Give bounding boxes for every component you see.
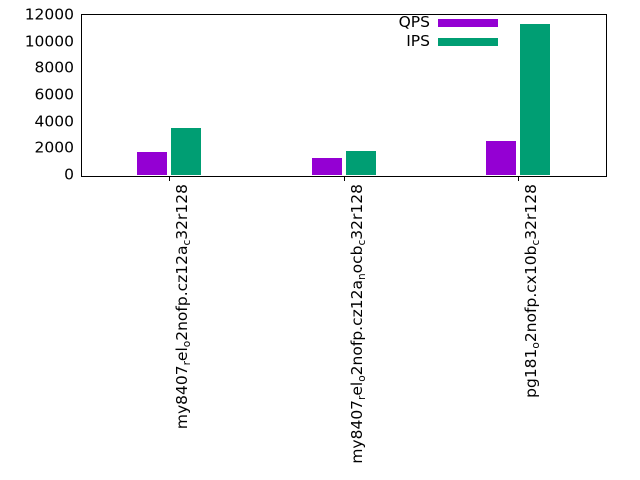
x-axis-tick-label: my8407relo2nofp.cz12anocbc32r128 xyxy=(347,184,368,464)
y-axis-tick-label: 8000 xyxy=(34,58,74,77)
legend-label: QPS xyxy=(398,13,430,31)
y-axis-tick-label: 0 xyxy=(64,165,74,184)
bar-qps-3 xyxy=(485,141,516,175)
bar-qps-1 xyxy=(137,152,168,175)
x-axis-tick-mark xyxy=(518,176,519,181)
bar-ips-2 xyxy=(345,151,376,175)
x-axis-tick-label: pg181o2nofp.cx10bc32r128 xyxy=(521,184,542,398)
y-axis-tick-label: 6000 xyxy=(34,85,74,104)
bars-layer xyxy=(82,15,605,175)
legend-swatch xyxy=(438,38,498,46)
legend-label: IPS xyxy=(406,32,430,50)
y-axis-tick-label: 10000 xyxy=(24,31,74,50)
bar-ips-1 xyxy=(171,127,202,175)
legend-swatch xyxy=(438,19,498,27)
y-axis-tick-label: 4000 xyxy=(34,111,74,130)
y-axis-tick-label: 12000 xyxy=(24,5,74,24)
bar-qps-2 xyxy=(311,158,342,175)
bar-ips-3 xyxy=(519,24,550,175)
x-axis-tick-mark xyxy=(344,176,345,181)
x-axis-tick-label: my8407relo2nofp.cz12ac32r128 xyxy=(173,184,194,430)
x-axis-tick-mark xyxy=(169,176,170,181)
plot-area xyxy=(81,14,607,177)
y-axis-tick-label: 2000 xyxy=(34,138,74,157)
